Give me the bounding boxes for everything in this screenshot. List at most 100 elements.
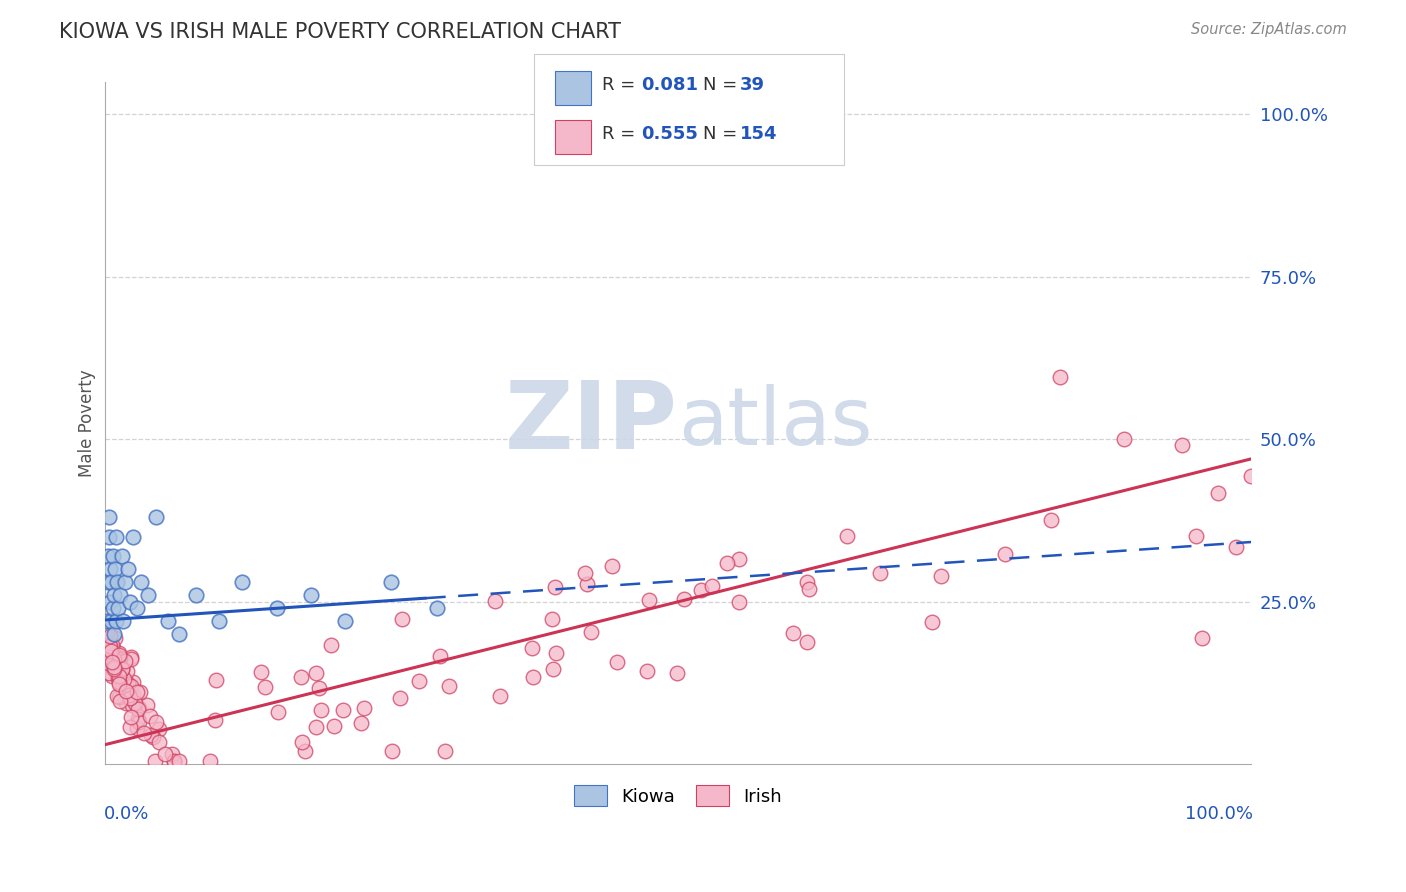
Point — [114, 575, 136, 590]
Point — [120, 690, 142, 705]
Point — [122, 530, 145, 544]
Point — [100, 575, 122, 590]
Y-axis label: Male Poverty: Male Poverty — [79, 369, 96, 477]
Point — [1039, 513, 1062, 527]
Point — [231, 575, 253, 590]
Point — [101, 669, 124, 683]
Point — [143, 754, 166, 768]
Point — [290, 670, 312, 684]
Point — [1171, 438, 1194, 452]
Point — [114, 678, 136, 692]
Point — [156, 615, 179, 629]
Point — [94, 643, 117, 657]
Point — [666, 666, 689, 681]
Point — [205, 673, 228, 687]
Point — [606, 655, 628, 669]
Point — [148, 722, 170, 736]
Point — [797, 582, 820, 596]
Point — [105, 689, 128, 703]
Point — [353, 700, 375, 714]
Point — [128, 700, 150, 714]
Point — [115, 696, 138, 710]
Point — [1185, 529, 1208, 543]
Point — [104, 562, 127, 576]
Point — [541, 612, 564, 626]
Point — [108, 650, 131, 665]
Point — [186, 588, 208, 602]
Point — [120, 652, 142, 666]
Point — [112, 687, 135, 701]
Point — [100, 615, 122, 629]
Point — [600, 559, 623, 574]
Point — [309, 703, 332, 717]
Point — [129, 575, 152, 590]
Point — [110, 661, 132, 675]
Point — [120, 720, 142, 734]
Point — [522, 641, 544, 656]
Point — [103, 588, 125, 602]
Point — [125, 601, 148, 615]
Point — [101, 642, 124, 657]
Point — [96, 624, 118, 638]
Point — [796, 575, 818, 590]
Point — [121, 679, 143, 693]
Point — [107, 676, 129, 690]
Point — [544, 580, 567, 594]
Point — [160, 747, 183, 762]
Text: KIOWA VS IRISH MALE POVERTY CORRELATION CHART: KIOWA VS IRISH MALE POVERTY CORRELATION … — [59, 22, 621, 42]
Point — [700, 579, 723, 593]
Point — [112, 672, 135, 686]
Point — [929, 569, 952, 583]
Point — [727, 595, 749, 609]
Point — [111, 662, 134, 676]
Point — [94, 625, 117, 640]
Point — [389, 691, 412, 706]
Text: atlas: atlas — [678, 384, 872, 462]
Point — [1206, 486, 1229, 500]
Point — [727, 552, 749, 566]
Point — [323, 719, 346, 733]
Point — [162, 754, 184, 768]
Point — [335, 615, 357, 629]
Point — [522, 670, 544, 684]
Point — [145, 715, 167, 730]
Point — [124, 696, 146, 710]
Point — [105, 658, 128, 673]
Point — [121, 698, 143, 713]
Point — [574, 566, 596, 580]
Point — [118, 595, 141, 609]
Point — [120, 710, 142, 724]
Point — [111, 680, 134, 694]
Point — [672, 591, 695, 606]
Point — [128, 715, 150, 730]
Point — [139, 728, 162, 742]
Point — [107, 646, 129, 660]
Point — [117, 677, 139, 691]
Point — [101, 656, 124, 670]
Text: 0.0%: 0.0% — [104, 805, 149, 823]
Point — [136, 698, 159, 712]
Point — [408, 674, 430, 689]
Point — [541, 662, 564, 676]
Point — [115, 664, 138, 678]
Point — [266, 601, 288, 615]
Text: 154: 154 — [740, 125, 778, 143]
Point — [101, 549, 124, 564]
Point — [429, 648, 451, 663]
Point — [169, 754, 191, 768]
Point — [142, 731, 165, 745]
Text: 0.555: 0.555 — [641, 125, 697, 143]
Point — [267, 705, 290, 719]
Point — [546, 647, 568, 661]
Point — [107, 601, 129, 615]
Point — [104, 631, 127, 645]
Point — [127, 712, 149, 726]
Point — [115, 684, 138, 698]
Point — [167, 627, 190, 641]
Text: ZIP: ZIP — [505, 377, 678, 469]
Point — [250, 665, 273, 679]
Point — [488, 689, 510, 703]
Point — [117, 688, 139, 702]
Point — [308, 681, 330, 695]
Point — [108, 648, 131, 662]
